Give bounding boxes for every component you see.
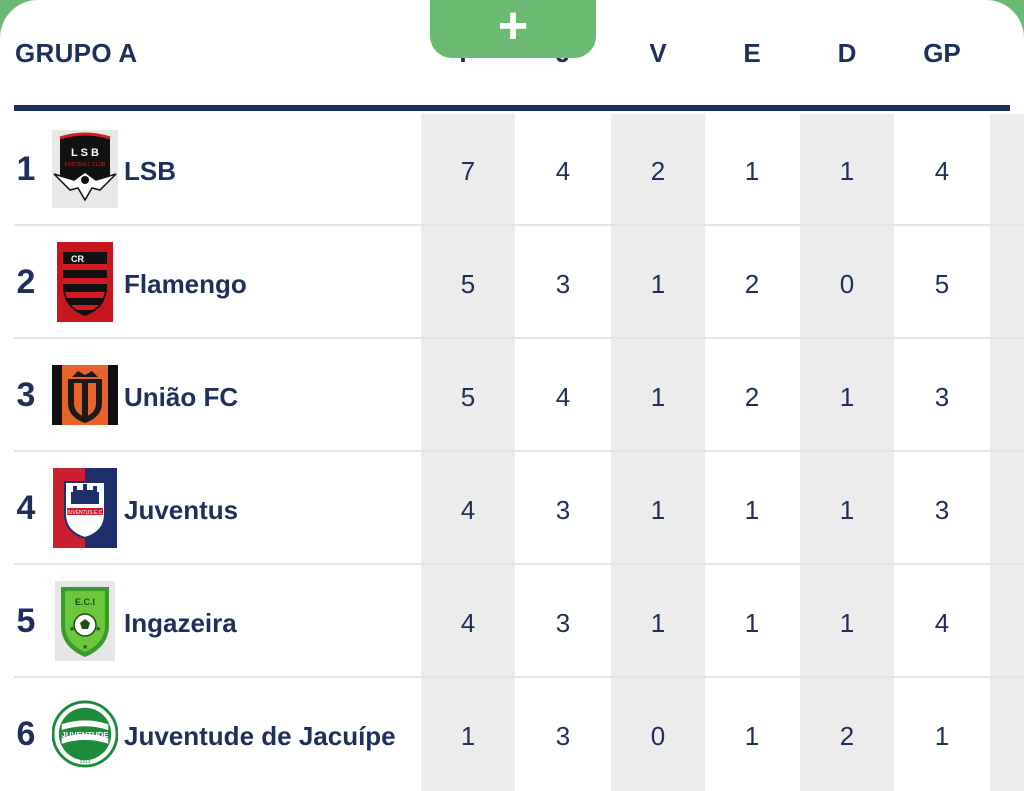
stat-gp: 1 bbox=[934, 721, 950, 751]
column-header-v[interactable]: V bbox=[649, 38, 667, 68]
row-divider bbox=[14, 224, 1024, 226]
juventude-crest-icon: E.C. JUVENTUDE 1913 bbox=[52, 695, 118, 773]
row-position: 5 bbox=[16, 602, 36, 640]
add-button[interactable]: + bbox=[430, 0, 596, 58]
stat-v: 2 bbox=[650, 156, 666, 186]
team-name[interactable]: Ingazeira bbox=[124, 608, 237, 638]
plus-icon: + bbox=[497, 0, 529, 55]
stat-p: 4 bbox=[460, 608, 476, 638]
stat-j: 3 bbox=[555, 269, 571, 299]
stat-p: 7 bbox=[460, 156, 476, 186]
header-divider bbox=[14, 105, 1010, 111]
stat-gp: 3 bbox=[934, 382, 950, 412]
stat-d: 1 bbox=[839, 156, 855, 186]
svg-text:1913: 1913 bbox=[80, 759, 91, 765]
svg-text:E.C.: E.C. bbox=[78, 710, 91, 717]
svg-text:CR: CR bbox=[71, 254, 84, 264]
table-row[interactable]: 1 L S B FOOTBALL CLUB LSB 7 4 2 1 1 4 bbox=[0, 114, 1024, 226]
uniao-fc-crest-icon bbox=[52, 356, 118, 434]
stat-v: 1 bbox=[650, 382, 666, 412]
svg-text:L S B: L S B bbox=[71, 147, 99, 159]
stat-d: 1 bbox=[839, 382, 855, 412]
column-shade-v bbox=[611, 114, 705, 791]
stat-e: 1 bbox=[744, 721, 760, 751]
team-name[interactable]: LSB bbox=[124, 156, 176, 186]
stat-e: 1 bbox=[744, 156, 760, 186]
row-divider bbox=[14, 563, 1024, 565]
svg-text:★: ★ bbox=[69, 625, 75, 633]
stat-e: 1 bbox=[744, 608, 760, 638]
svg-text:FOOTBALL CLUB: FOOTBALL CLUB bbox=[65, 162, 106, 168]
column-header-d[interactable]: D bbox=[837, 38, 857, 68]
stat-gp: 5 bbox=[934, 269, 950, 299]
table-row[interactable]: 2 CR Flamengo 5 3 1 2 0 5 bbox=[0, 227, 1024, 339]
column-shade-next bbox=[990, 114, 1024, 791]
stat-d: 1 bbox=[839, 608, 855, 638]
row-position: 6 bbox=[16, 715, 36, 753]
table-row[interactable]: 4 JUVENTUS E.C. Juventus 4 3 1 1 1 3 bbox=[0, 453, 1024, 565]
stat-p: 5 bbox=[460, 269, 476, 299]
row-position: 1 bbox=[16, 150, 36, 188]
team-name[interactable]: União FC bbox=[124, 382, 239, 412]
stat-gp: 4 bbox=[934, 156, 950, 186]
lsb-eagle-crest-icon: L S B FOOTBALL CLUB bbox=[52, 130, 118, 208]
column-shade-d bbox=[800, 114, 894, 791]
stat-d: 2 bbox=[839, 721, 855, 751]
team-name[interactable]: Flamengo bbox=[124, 269, 247, 299]
stat-j: 4 bbox=[555, 156, 571, 186]
stat-e: 2 bbox=[744, 269, 760, 299]
table-row[interactable]: 5 E.C.I ★ ★ ★ Ingazeira 4 3 1 1 1 4 bbox=[0, 566, 1024, 678]
table-row[interactable]: 6 E.C. JUVENTUDE 1913 Juventude de Jacuí… bbox=[0, 679, 1024, 791]
svg-text:★: ★ bbox=[95, 625, 101, 633]
group-title: GRUPO A bbox=[15, 38, 138, 68]
juventus-crest-icon: JUVENTUS E.C. bbox=[52, 468, 118, 548]
stat-p: 4 bbox=[460, 495, 476, 525]
stat-v: 1 bbox=[650, 608, 666, 638]
stat-v: 0 bbox=[650, 721, 666, 751]
stat-p: 1 bbox=[460, 721, 476, 751]
stat-d: 1 bbox=[839, 495, 855, 525]
stat-p: 5 bbox=[460, 382, 476, 412]
team-name[interactable]: Juventude de Jacuípe bbox=[124, 721, 396, 751]
row-divider bbox=[14, 676, 1024, 678]
row-divider bbox=[14, 337, 1024, 339]
stat-j: 3 bbox=[555, 721, 571, 751]
svg-text:JUVENTUDE: JUVENTUDE bbox=[62, 730, 109, 739]
column-shade-p bbox=[421, 114, 515, 791]
svg-text:JUVENTUS E.C.: JUVENTUS E.C. bbox=[66, 510, 104, 516]
row-position: 3 bbox=[16, 376, 36, 414]
stat-j: 3 bbox=[555, 495, 571, 525]
stat-j: 3 bbox=[555, 608, 571, 638]
table-row[interactable]: 3 União FC 5 4 1 2 1 3 bbox=[0, 340, 1024, 452]
stat-v: 1 bbox=[650, 269, 666, 299]
ingazeira-crest-icon: E.C.I ★ ★ ★ bbox=[52, 581, 118, 661]
stat-e: 2 bbox=[744, 382, 760, 412]
row-divider bbox=[14, 450, 1024, 452]
stat-j: 4 bbox=[555, 382, 571, 412]
team-name[interactable]: Juventus bbox=[124, 495, 239, 525]
stat-e: 1 bbox=[744, 495, 760, 525]
flamengo-crest-icon: CR bbox=[52, 242, 118, 322]
stat-gp: 4 bbox=[934, 608, 950, 638]
row-position: 4 bbox=[16, 489, 36, 527]
row-position: 2 bbox=[16, 263, 36, 301]
stat-gp: 3 bbox=[934, 495, 950, 525]
svg-text:★: ★ bbox=[82, 643, 88, 651]
stat-v: 1 bbox=[650, 495, 666, 525]
stat-d: 0 bbox=[839, 269, 855, 299]
column-header-e[interactable]: E bbox=[743, 38, 761, 68]
svg-text:E.C.I: E.C.I bbox=[75, 597, 95, 607]
column-header-gp[interactable]: GP bbox=[923, 38, 961, 68]
